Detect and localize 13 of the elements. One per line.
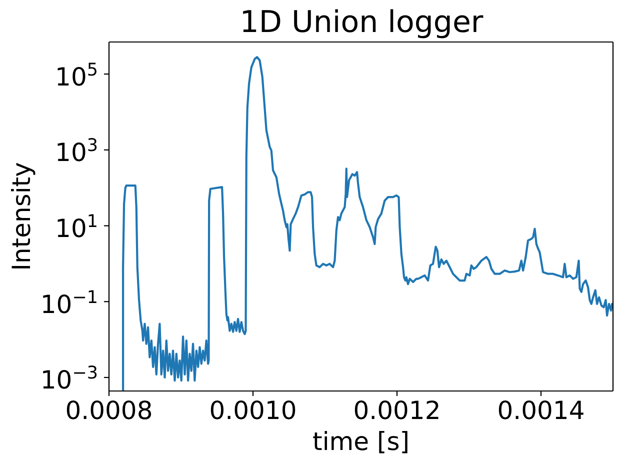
x-tick-label: 0.0008 xyxy=(65,396,153,425)
line-series xyxy=(122,56,613,391)
y-tick-label: 10$^{−3}$ xyxy=(40,364,98,395)
x-tick-label: 0.0012 xyxy=(353,396,441,425)
x-tick-label: 0.0014 xyxy=(497,396,585,425)
x-tick-label: 0.0010 xyxy=(209,396,297,425)
y-tick-label: 10$^{3}$ xyxy=(55,136,98,168)
y-tick-label: 10$^{1}$ xyxy=(55,212,98,244)
y-tick-label: 10$^{−1}$ xyxy=(40,288,98,319)
chart-title: 1D Union logger xyxy=(238,5,484,40)
y-axis-title: Intensity xyxy=(7,162,36,271)
y-tick-label: 10$^{5}$ xyxy=(55,60,98,92)
x-axis-title: time [s] xyxy=(312,427,410,456)
